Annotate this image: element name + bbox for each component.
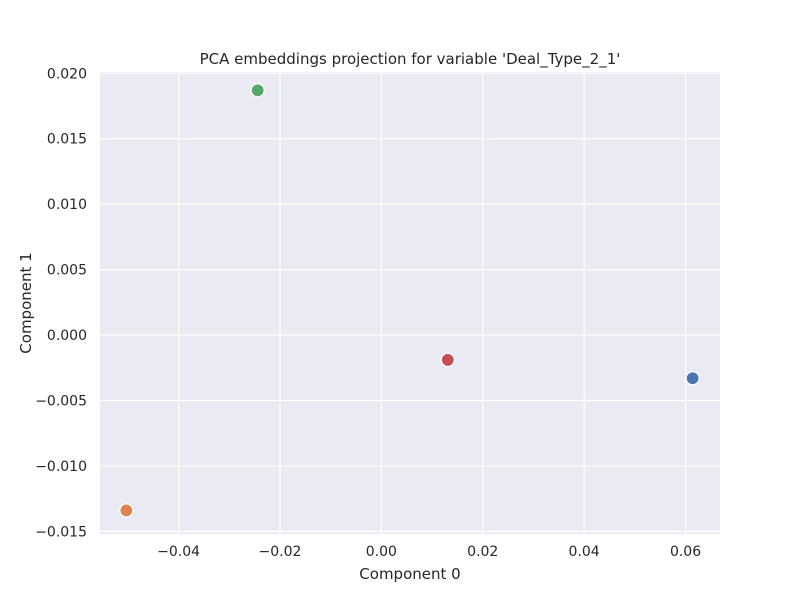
y-axis-ticks: −0.015 −0.010 −0.005 0.000 0.005 0.010 0.015 0.…	[35, 66, 87, 540]
grid-lines	[100, 72, 720, 534]
x-tick-label: 0.00	[366, 544, 397, 560]
x-tick-label: −0.02	[259, 544, 302, 560]
y-tick-label: −0.015	[35, 524, 87, 540]
scatter-points	[119, 83, 700, 518]
x-tick-label: 0.02	[467, 544, 498, 560]
chart-title: PCA embeddings projection for variable '…	[200, 50, 621, 69]
plot-background	[100, 72, 720, 534]
scatter-point	[685, 371, 700, 386]
scatter-point	[250, 83, 265, 98]
y-tick-label: 0.005	[47, 263, 87, 279]
x-tick-label: −0.04	[157, 544, 200, 560]
x-tick-label: 0.06	[670, 544, 701, 560]
y-axis-label: Component 1	[17, 252, 35, 353]
scatter-point	[440, 352, 455, 368]
x-axis-label: Component 0	[359, 565, 460, 583]
x-tick-label: 0.04	[569, 544, 600, 560]
y-tick-label: 0.020	[47, 66, 87, 82]
x-axis-ticks: −0.04 −0.02 0.00 0.02 0.04 0.06	[157, 544, 701, 560]
y-tick-label: 0.000	[47, 328, 87, 344]
scatter-point	[119, 503, 134, 518]
y-tick-label: −0.005	[35, 394, 87, 410]
y-tick-label: −0.010	[35, 459, 87, 475]
y-tick-label: 0.015	[47, 132, 87, 148]
y-tick-label: 0.010	[47, 197, 87, 213]
